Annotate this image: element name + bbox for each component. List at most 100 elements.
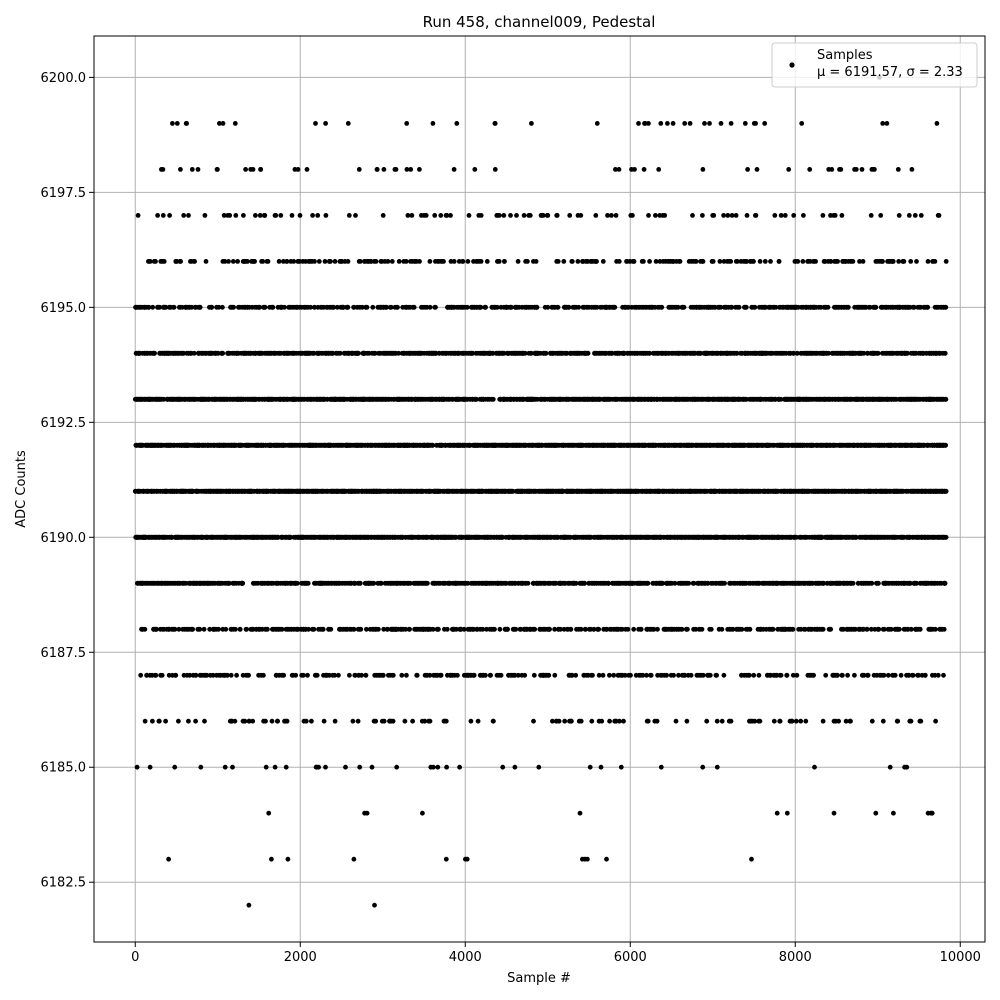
- data-point: [527, 213, 533, 218]
- data-point: [146, 304, 152, 310]
- data-point: [385, 259, 391, 264]
- data-point: [478, 213, 484, 218]
- data-point: [491, 718, 496, 724]
- data-point: [500, 764, 506, 770]
- data-point: [237, 626, 243, 632]
- data-point: [502, 259, 507, 264]
- data-point: [147, 764, 153, 770]
- data-point: [332, 259, 338, 264]
- data-point: [404, 672, 409, 678]
- data-point: [478, 259, 484, 264]
- data-point: [373, 718, 379, 724]
- data-point: [234, 672, 240, 678]
- data-point: [226, 580, 232, 586]
- data-point: [153, 259, 158, 264]
- data-point: [192, 259, 198, 264]
- data-point: [427, 259, 433, 264]
- data-point: [263, 764, 269, 770]
- data-point: [515, 259, 521, 264]
- data-point: [273, 213, 279, 218]
- data-point: [150, 304, 156, 310]
- data-point: [309, 718, 314, 724]
- data-point: [207, 626, 213, 632]
- data-point: [220, 350, 226, 356]
- data-point: [443, 718, 449, 724]
- data-point: [508, 213, 513, 218]
- data-point: [204, 672, 210, 678]
- data-point: [232, 718, 238, 724]
- data-point: [531, 718, 536, 724]
- data-point: [532, 626, 538, 632]
- data-point: [438, 672, 444, 678]
- data-point: [328, 626, 334, 632]
- data-point: [253, 213, 258, 218]
- data-point: [417, 167, 422, 172]
- chart-title: Run 458, channel009, Pedestal: [423, 13, 656, 31]
- data-point: [176, 718, 181, 724]
- data-point: [220, 304, 225, 310]
- data-point: [433, 304, 438, 310]
- data-point: [295, 580, 300, 586]
- data-point: [186, 213, 191, 218]
- data-point: [262, 304, 268, 310]
- data-point: [233, 213, 239, 218]
- data-point: [496, 213, 502, 218]
- data-point: [157, 304, 163, 310]
- data-point: [488, 672, 493, 678]
- data-point: [150, 718, 155, 724]
- data-point: [403, 259, 409, 264]
- data-point: [215, 350, 221, 356]
- data-point: [505, 626, 510, 632]
- data-point: [216, 304, 222, 310]
- data-point: [436, 626, 441, 632]
- data-point: [543, 350, 549, 356]
- data-point: [345, 121, 351, 126]
- data-point: [305, 672, 310, 678]
- data-point: [311, 626, 317, 632]
- data-point: [490, 396, 496, 402]
- data-point: [222, 764, 228, 770]
- data-point: [230, 764, 235, 770]
- data-point: [323, 764, 328, 770]
- data-point: [312, 259, 317, 264]
- data-point: [281, 672, 287, 678]
- data-point: [203, 259, 209, 264]
- data-point: [521, 213, 527, 218]
- data-point: [323, 121, 328, 126]
- data-point: [468, 718, 474, 724]
- data-point: [134, 764, 140, 770]
- data-point: [250, 718, 256, 724]
- data-point: [263, 718, 268, 724]
- data-point: [363, 672, 369, 678]
- data-point: [376, 626, 381, 632]
- data-point: [390, 718, 396, 724]
- data-point: [430, 121, 436, 126]
- data-point: [423, 213, 429, 218]
- data-point: [492, 121, 498, 126]
- data-point: [328, 259, 333, 264]
- data-point: [353, 213, 358, 218]
- data-point: [190, 626, 196, 632]
- data-point: [492, 167, 498, 172]
- data-point: [396, 259, 402, 264]
- data-point: [246, 672, 252, 678]
- data-point: [455, 672, 460, 678]
- data-point: [293, 672, 299, 678]
- data-point: [314, 672, 320, 678]
- data-point: [220, 121, 226, 126]
- data-point: [233, 626, 238, 632]
- data-point: [187, 672, 193, 678]
- data-point: [381, 718, 387, 724]
- data-point: [189, 304, 195, 310]
- data-point: [498, 672, 504, 678]
- data-point: [289, 213, 295, 218]
- data-point: [275, 718, 280, 724]
- data-point: [529, 121, 534, 126]
- data-point: [282, 304, 287, 310]
- data-point: [209, 304, 215, 310]
- data-point: [310, 213, 315, 218]
- data-point: [357, 764, 363, 770]
- data-point: [191, 350, 197, 356]
- data-point: [316, 764, 321, 770]
